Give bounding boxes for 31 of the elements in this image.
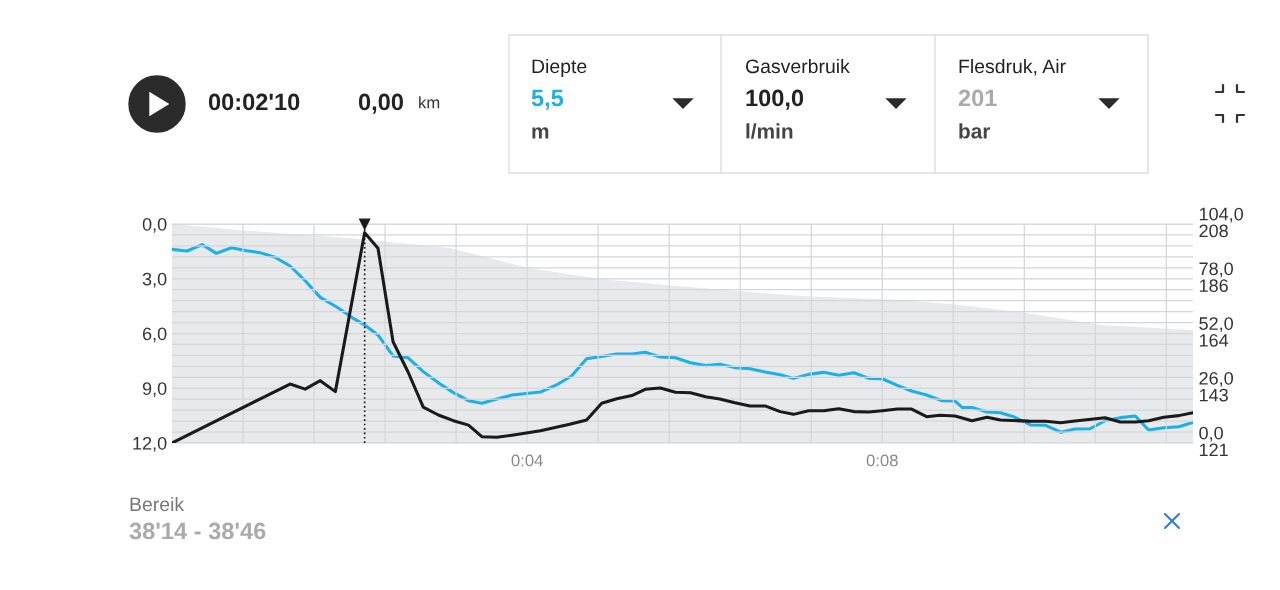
text: 38'14 - 38'46 — [129, 522, 266, 540]
y-tick-label: 12,0 — [133, 436, 167, 452]
y3-tick-label: 121 — [1199, 443, 1228, 457]
y2-tick-label: 52,0 — [1199, 317, 1233, 333]
y-tick-label: 9,0 — [142, 382, 167, 398]
text: km — [419, 96, 440, 109]
y3-tick-label: 208 — [1199, 224, 1228, 238]
y3-tick-label: 164 — [1199, 333, 1229, 347]
y3-tick-label: 143 — [1199, 388, 1228, 402]
text: 00:02'10 — [208, 93, 300, 111]
text: bar — [959, 123, 991, 139]
y2-tick-label: 26,0 — [1199, 371, 1233, 387]
y-tick-label: 3,0 — [142, 272, 167, 288]
y-tick-label: 6,0 — [142, 327, 167, 343]
text: Bereik — [130, 496, 185, 512]
text: 0,00 — [358, 93, 403, 114]
text: 201 — [958, 89, 997, 107]
text: l/min — [746, 123, 793, 139]
y2-tick-label: 0,0 — [1199, 426, 1223, 442]
y3-tick-label: 186 — [1199, 279, 1228, 293]
text: 100,0 — [746, 89, 804, 110]
text: m — [532, 127, 549, 139]
text: Flesdruk, Air — [959, 58, 1066, 76]
y2-tick-label: 78,0 — [1199, 262, 1233, 278]
x-tick-label: 0:08 — [866, 454, 898, 467]
text: Diepte — [532, 58, 587, 78]
y2-tick-label: 104,0 — [1199, 207, 1244, 223]
x-tick-label: 0:04 — [511, 454, 543, 467]
y-tick-label: 0,0 — [142, 217, 167, 233]
text: 5,5 — [531, 89, 564, 110]
text: Gasverbruik — [745, 58, 850, 74]
